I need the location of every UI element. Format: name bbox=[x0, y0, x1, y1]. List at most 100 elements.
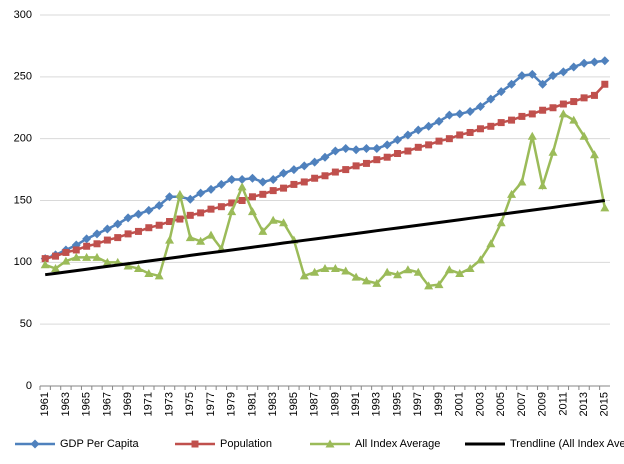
data-point bbox=[166, 218, 174, 226]
data-point bbox=[569, 62, 579, 72]
data-point bbox=[445, 135, 453, 143]
data-point bbox=[196, 188, 206, 198]
legend-label: Trendline (All Index Average) bbox=[510, 438, 624, 450]
data-point bbox=[330, 264, 340, 273]
data-point bbox=[517, 71, 527, 81]
x-tick-label: 1987 bbox=[309, 392, 321, 416]
data-point bbox=[227, 207, 237, 216]
data-point bbox=[600, 56, 610, 66]
data-point bbox=[247, 173, 257, 183]
data-point bbox=[455, 268, 465, 277]
data-point bbox=[61, 256, 71, 265]
data-point bbox=[206, 184, 216, 194]
data-point bbox=[465, 264, 475, 273]
data-point bbox=[569, 115, 579, 124]
x-tick-label: 1971 bbox=[143, 392, 155, 416]
x-tick-label: 1969 bbox=[122, 392, 134, 416]
data-point bbox=[539, 106, 547, 114]
data-point bbox=[41, 255, 49, 263]
data-point bbox=[299, 161, 309, 171]
data-point bbox=[82, 252, 92, 261]
data-point bbox=[114, 234, 122, 242]
data-point bbox=[383, 153, 391, 161]
data-point bbox=[320, 152, 330, 162]
data-point bbox=[382, 140, 392, 150]
data-point bbox=[475, 255, 485, 264]
data-point bbox=[570, 98, 578, 106]
data-point bbox=[352, 162, 360, 170]
data-point bbox=[527, 131, 537, 140]
data-point bbox=[496, 218, 506, 227]
data-point bbox=[279, 218, 289, 227]
data-point bbox=[456, 131, 464, 139]
data-point bbox=[413, 267, 423, 276]
y-tick-label: 50 bbox=[20, 318, 32, 330]
data-point bbox=[330, 146, 340, 156]
data-point bbox=[548, 147, 558, 156]
x-tick-label: 2015 bbox=[599, 392, 611, 416]
legend-label: Population bbox=[220, 438, 272, 450]
x-tick-label: 1989 bbox=[329, 392, 341, 416]
data-point bbox=[51, 264, 61, 273]
data-point bbox=[538, 79, 548, 89]
data-point bbox=[92, 252, 102, 261]
legend-label: GDP Per Capita bbox=[60, 438, 140, 450]
x-tick-label: 1975 bbox=[184, 392, 196, 416]
data-point bbox=[145, 224, 153, 232]
y-tick-label: 150 bbox=[14, 194, 32, 206]
y-tick-label: 300 bbox=[14, 9, 32, 21]
data-point bbox=[259, 190, 267, 198]
data-point bbox=[165, 192, 175, 202]
data-point bbox=[424, 281, 434, 290]
data-point bbox=[590, 91, 598, 99]
data-point bbox=[134, 227, 142, 235]
data-point bbox=[351, 272, 361, 281]
data-point bbox=[341, 266, 351, 275]
data-point bbox=[487, 122, 495, 130]
data-point bbox=[268, 215, 278, 224]
x-tick-label: 1999 bbox=[433, 392, 445, 416]
data-point bbox=[82, 234, 92, 244]
data-point bbox=[321, 172, 329, 180]
data-point bbox=[185, 233, 195, 242]
data-point bbox=[372, 144, 382, 154]
data-point bbox=[175, 189, 185, 198]
x-tick-label: 2013 bbox=[578, 392, 590, 416]
data-point bbox=[558, 109, 568, 118]
data-point bbox=[62, 248, 70, 256]
data-point bbox=[382, 267, 392, 276]
x-tick-label: 2001 bbox=[454, 392, 466, 416]
data-point bbox=[508, 116, 516, 124]
data-point bbox=[341, 144, 351, 154]
data-point bbox=[507, 189, 517, 198]
data-point bbox=[435, 137, 443, 145]
data-point bbox=[238, 197, 246, 204]
data-point bbox=[393, 135, 403, 145]
data-point bbox=[589, 150, 599, 159]
data-point bbox=[123, 213, 133, 223]
x-tick-label: 1991 bbox=[350, 392, 362, 416]
x-tick-label: 1983 bbox=[267, 392, 279, 416]
data-point bbox=[102, 257, 112, 266]
data-point bbox=[102, 224, 112, 234]
x-tick-label: 2007 bbox=[516, 392, 528, 416]
data-point bbox=[434, 116, 444, 126]
data-point bbox=[258, 177, 268, 187]
data-point bbox=[83, 242, 91, 250]
x-tick-label: 2011 bbox=[557, 392, 569, 416]
x-tick-label: 2003 bbox=[474, 392, 486, 416]
data-point bbox=[279, 168, 289, 178]
x-tick-label: 1979 bbox=[226, 392, 238, 416]
x-tick-label: 1981 bbox=[246, 392, 258, 416]
data-point bbox=[320, 264, 330, 273]
data-point bbox=[589, 57, 599, 67]
y-tick-label: 250 bbox=[14, 71, 32, 83]
data-point bbox=[528, 110, 536, 118]
data-point bbox=[538, 181, 548, 190]
y-tick-label: 0 bbox=[26, 380, 32, 392]
series-line bbox=[44, 199, 606, 277]
data-point bbox=[247, 207, 257, 216]
data-point bbox=[517, 177, 527, 186]
data-point bbox=[580, 94, 588, 102]
